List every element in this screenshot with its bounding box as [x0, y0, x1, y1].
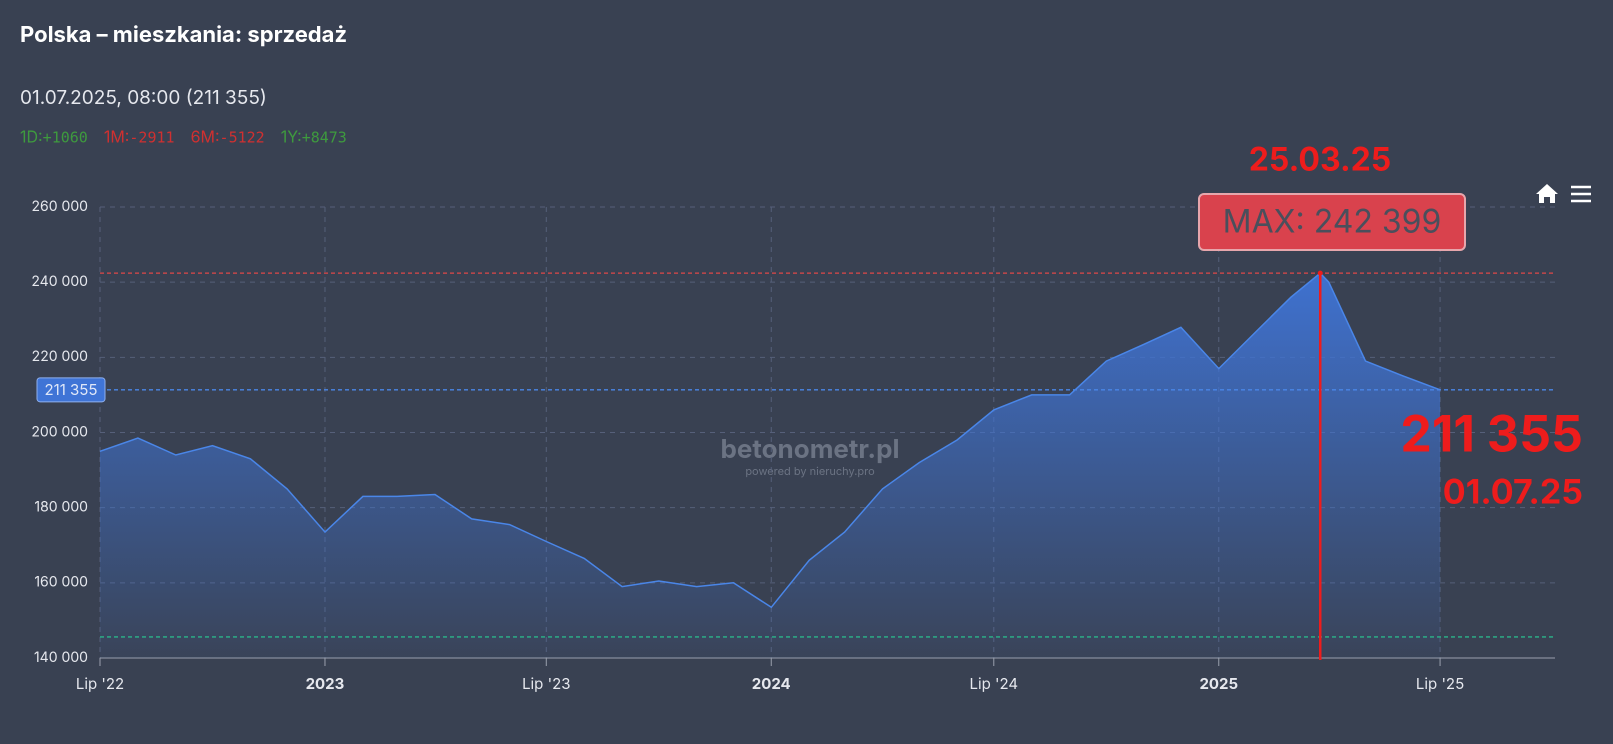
y-tick-label: 260 000 — [32, 198, 89, 215]
y-tick-label: 220 000 — [32, 348, 88, 365]
max-point — [1317, 270, 1323, 276]
current-date: 01.07.25 — [1443, 471, 1583, 512]
x-tick-label: Lip '24 — [969, 674, 1018, 693]
home-icon[interactable] — [1536, 184, 1558, 203]
x-tick-label: 2023 — [306, 674, 345, 693]
menu-icon[interactable] — [1571, 185, 1591, 203]
x-tick-label: Lip '23 — [522, 674, 570, 693]
y-tick-label: 140 000 — [34, 649, 88, 666]
max-label: MAX: 242 399 — [1223, 202, 1442, 241]
area — [100, 273, 1441, 658]
change-value: -5122 — [220, 129, 265, 147]
change-label: 1Y: — [281, 126, 302, 146]
title: Polska – mieszkania: sprzedaż — [20, 22, 347, 48]
x-tick-label: Lip '22 — [76, 674, 124, 693]
y-tick-label: 200 000 — [31, 423, 88, 440]
change-label: 6M: — [191, 126, 220, 146]
watermark: betonometr.pl — [720, 434, 899, 465]
line — [99, 272, 1441, 609]
change-label: 1M: — [104, 126, 130, 146]
change-value: +8473 — [302, 129, 347, 147]
current-badge-label: 211 355 — [44, 380, 97, 399]
change-value: +1060 — [43, 129, 88, 147]
x-tick-label: 2024 — [752, 674, 791, 693]
home[interactable] — [1536, 184, 1558, 203]
changes: 1D: +1060 1M: -2911 6M: -5122 1Y: +8473 — [20, 126, 347, 146]
x-tick-label: 2025 — [1199, 674, 1238, 693]
max-box — [1198, 193, 1466, 251]
x-tick-label: Lip '25 — [1416, 674, 1464, 693]
y-tick-label: 160 000 — [34, 574, 88, 591]
current-value: 211 355 — [1400, 405, 1583, 465]
subtitle: 01.07.2025, 08:00 (211 355) — [20, 86, 267, 109]
y-tick-label: 240 000 — [31, 273, 88, 290]
change-label: 1D: — [20, 126, 43, 146]
y-tick-label: 180 000 — [34, 498, 88, 515]
change-value: -2911 — [129, 129, 174, 147]
current-badge — [36, 377, 106, 403]
watermark-sub: powered by nieruchy.pro — [745, 464, 875, 478]
max-date: 25.03.25 — [1249, 140, 1391, 179]
